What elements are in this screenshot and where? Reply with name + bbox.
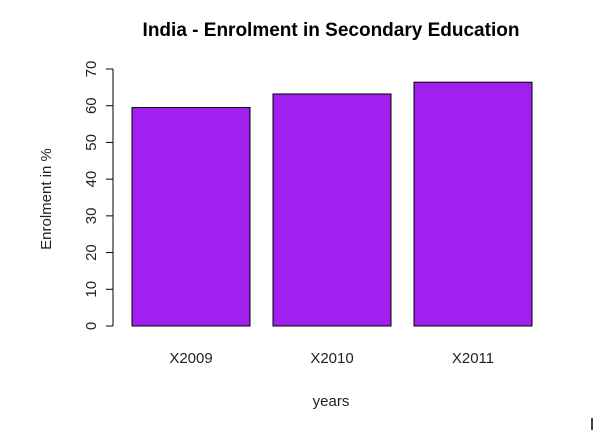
x-tick-labels: X2009 X2010 X2011 xyxy=(169,350,494,367)
y-axis-label: Enrolment in % xyxy=(38,148,55,250)
bars-group xyxy=(131,81,533,327)
chart-title: India - Enrolment in Secondary Education xyxy=(143,20,520,41)
x-tick-label: X2009 xyxy=(169,350,212,367)
y-tick-label: 40 xyxy=(83,171,100,188)
bar-x2011 xyxy=(413,81,533,327)
bar-x2009 xyxy=(131,107,251,327)
y-tick-label: 20 xyxy=(83,244,100,261)
y-tick-label: 30 xyxy=(83,208,100,225)
y-axis: 0 10 20 30 40 50 60 70 xyxy=(83,61,114,330)
y-tick-label: 70 xyxy=(83,61,100,78)
y-tick-label: 10 xyxy=(83,281,100,298)
y-tick-label: 60 xyxy=(83,97,100,114)
x-axis-label: years xyxy=(313,393,350,410)
y-tick-label: 50 xyxy=(83,134,100,151)
x-tick-label: X2011 xyxy=(452,350,494,367)
x-tick-label: X2010 xyxy=(310,350,353,367)
y-tick-label: 0 xyxy=(83,322,100,330)
bar-x2010 xyxy=(272,93,392,327)
